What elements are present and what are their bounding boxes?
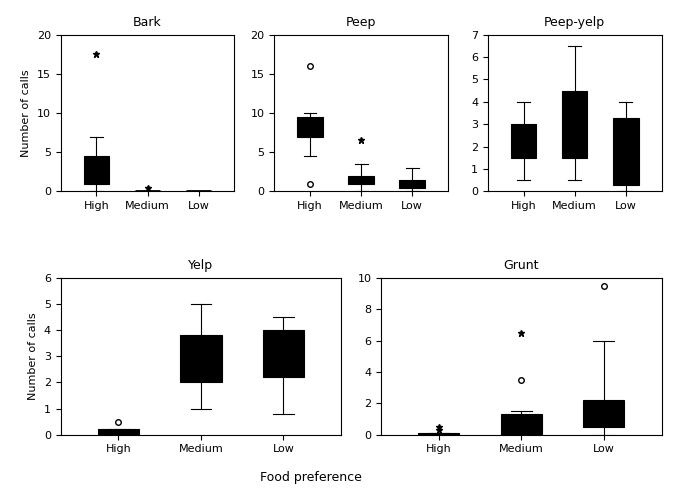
Y-axis label: Number of calls: Number of calls [22, 69, 31, 157]
Title: Yelp: Yelp [188, 259, 213, 273]
Title: Peep: Peep [346, 16, 376, 29]
PathPatch shape [501, 414, 542, 435]
PathPatch shape [562, 90, 587, 158]
PathPatch shape [348, 176, 374, 184]
PathPatch shape [511, 124, 537, 158]
Title: Grunt: Grunt [504, 259, 539, 273]
PathPatch shape [613, 118, 639, 185]
PathPatch shape [400, 180, 425, 188]
PathPatch shape [84, 156, 109, 184]
PathPatch shape [418, 433, 460, 435]
Y-axis label: Number of calls: Number of calls [28, 312, 38, 400]
PathPatch shape [98, 429, 139, 435]
PathPatch shape [180, 335, 221, 382]
PathPatch shape [263, 330, 304, 377]
PathPatch shape [297, 117, 323, 136]
Text: Food preference: Food preference [260, 471, 361, 484]
Title: Peep-yelp: Peep-yelp [544, 16, 605, 29]
Title: Bark: Bark [133, 16, 162, 29]
PathPatch shape [583, 400, 624, 427]
